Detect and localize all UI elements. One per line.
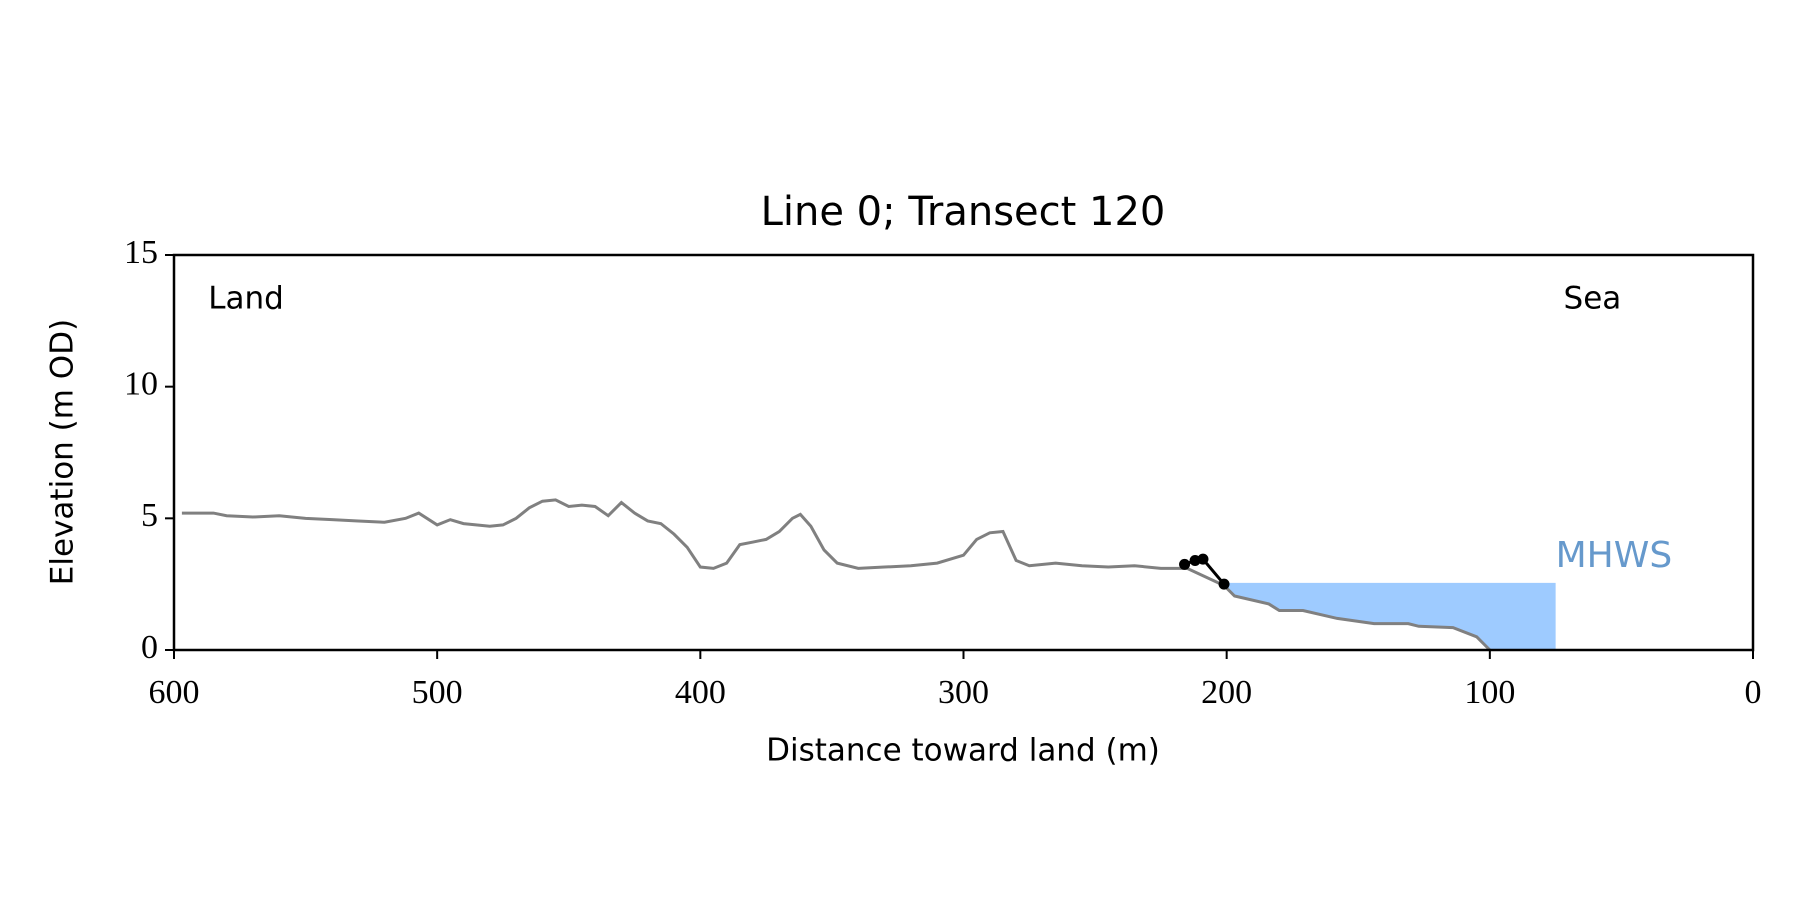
point [1218, 578, 1230, 590]
annotation: Sea [1564, 280, 1622, 316]
y-axis-label: Elevation (m OD) [45, 319, 81, 585]
x-axis-label: Distance toward land (m) [766, 733, 1160, 769]
y-tick-label: 15 [124, 234, 158, 271]
profile-line [181, 498, 1491, 652]
point [1197, 553, 1209, 565]
chart-title: Line 0; Transect 120 [761, 189, 1166, 235]
y-tick-label: 5 [141, 497, 158, 534]
x-tick-label: 300 [938, 674, 989, 711]
y-tick-label: 0 [141, 629, 158, 666]
x-tick-label: 400 [675, 674, 726, 711]
x-tick-label: 200 [1201, 674, 1252, 711]
x-tick-label: 600 [149, 674, 200, 711]
mhws-label: MHWS [1556, 535, 1673, 576]
y-tick-label: 10 [124, 365, 158, 402]
mhws-fill [1224, 582, 1556, 650]
annotation: Land [208, 280, 284, 316]
x-tick-label: 0 [1745, 674, 1762, 711]
point [1179, 558, 1191, 570]
x-tick-label: 500 [412, 674, 463, 711]
x-tick-label: 100 [1464, 674, 1515, 711]
